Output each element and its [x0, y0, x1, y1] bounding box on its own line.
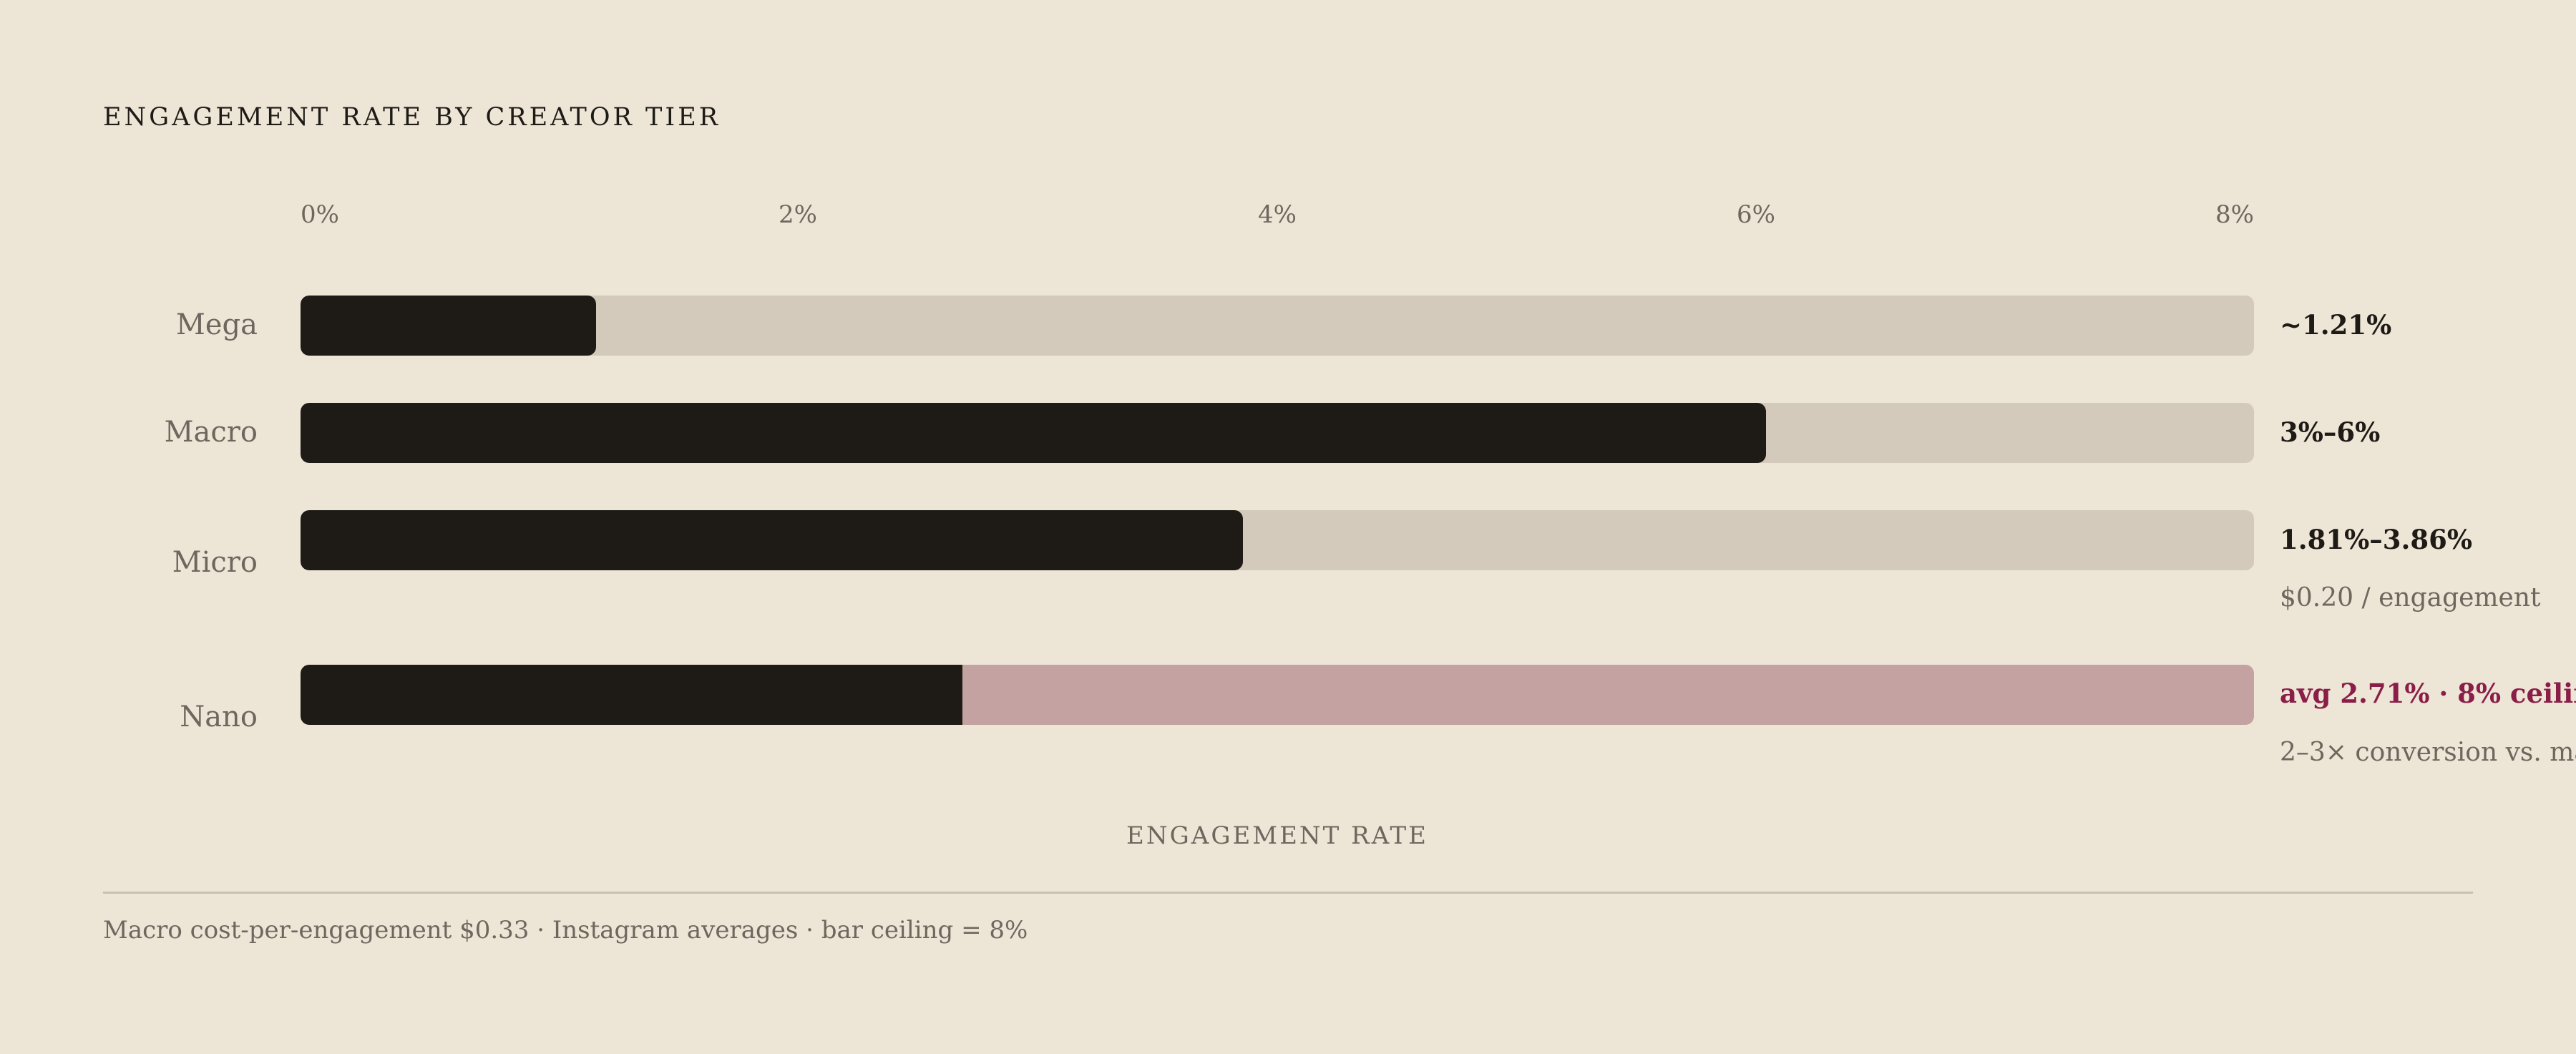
footer-note: Macro cost-per-engagement $0.33 · Instag…: [103, 916, 1028, 945]
x-tick-label: 0%: [301, 200, 339, 229]
bar-track: [301, 510, 2254, 570]
value-label-highlight: avg 2.71% · 8% ceiling: [2280, 678, 2576, 709]
value-label: 3%–6%: [2280, 416, 2381, 448]
value-label: ~1.21%: [2280, 309, 2392, 341]
category-label: Micro: [172, 546, 258, 579]
value-note: 2–3× conversion vs. macro: [2280, 738, 2576, 767]
divider: [103, 892, 2473, 894]
category-label: Nano: [180, 701, 258, 733]
value-note: $0.20 / engagement: [2280, 583, 2541, 613]
x-tick-label: 2%: [779, 200, 817, 229]
bar: [301, 296, 596, 356]
chart-title: ENGAGEMENT RATE BY CREATOR TIER: [103, 103, 721, 132]
category-label: Mega: [175, 308, 258, 341]
bar: [301, 510, 1244, 570]
bar-track: [301, 403, 2254, 463]
bar-track-ceiling: [301, 665, 2254, 725]
bar: [301, 665, 962, 725]
x-tick-label: 6%: [1737, 200, 1775, 229]
category-label: Macro: [164, 416, 258, 449]
bar: [301, 403, 1766, 463]
x-tick-label: 4%: [1258, 200, 1297, 229]
x-axis-label: ENGAGEMENT RATE: [1126, 821, 1428, 850]
bar-track: [301, 296, 2254, 356]
x-tick-label: 8%: [2215, 200, 2254, 229]
value-label: 1.81%–3.86%: [2280, 524, 2473, 555]
